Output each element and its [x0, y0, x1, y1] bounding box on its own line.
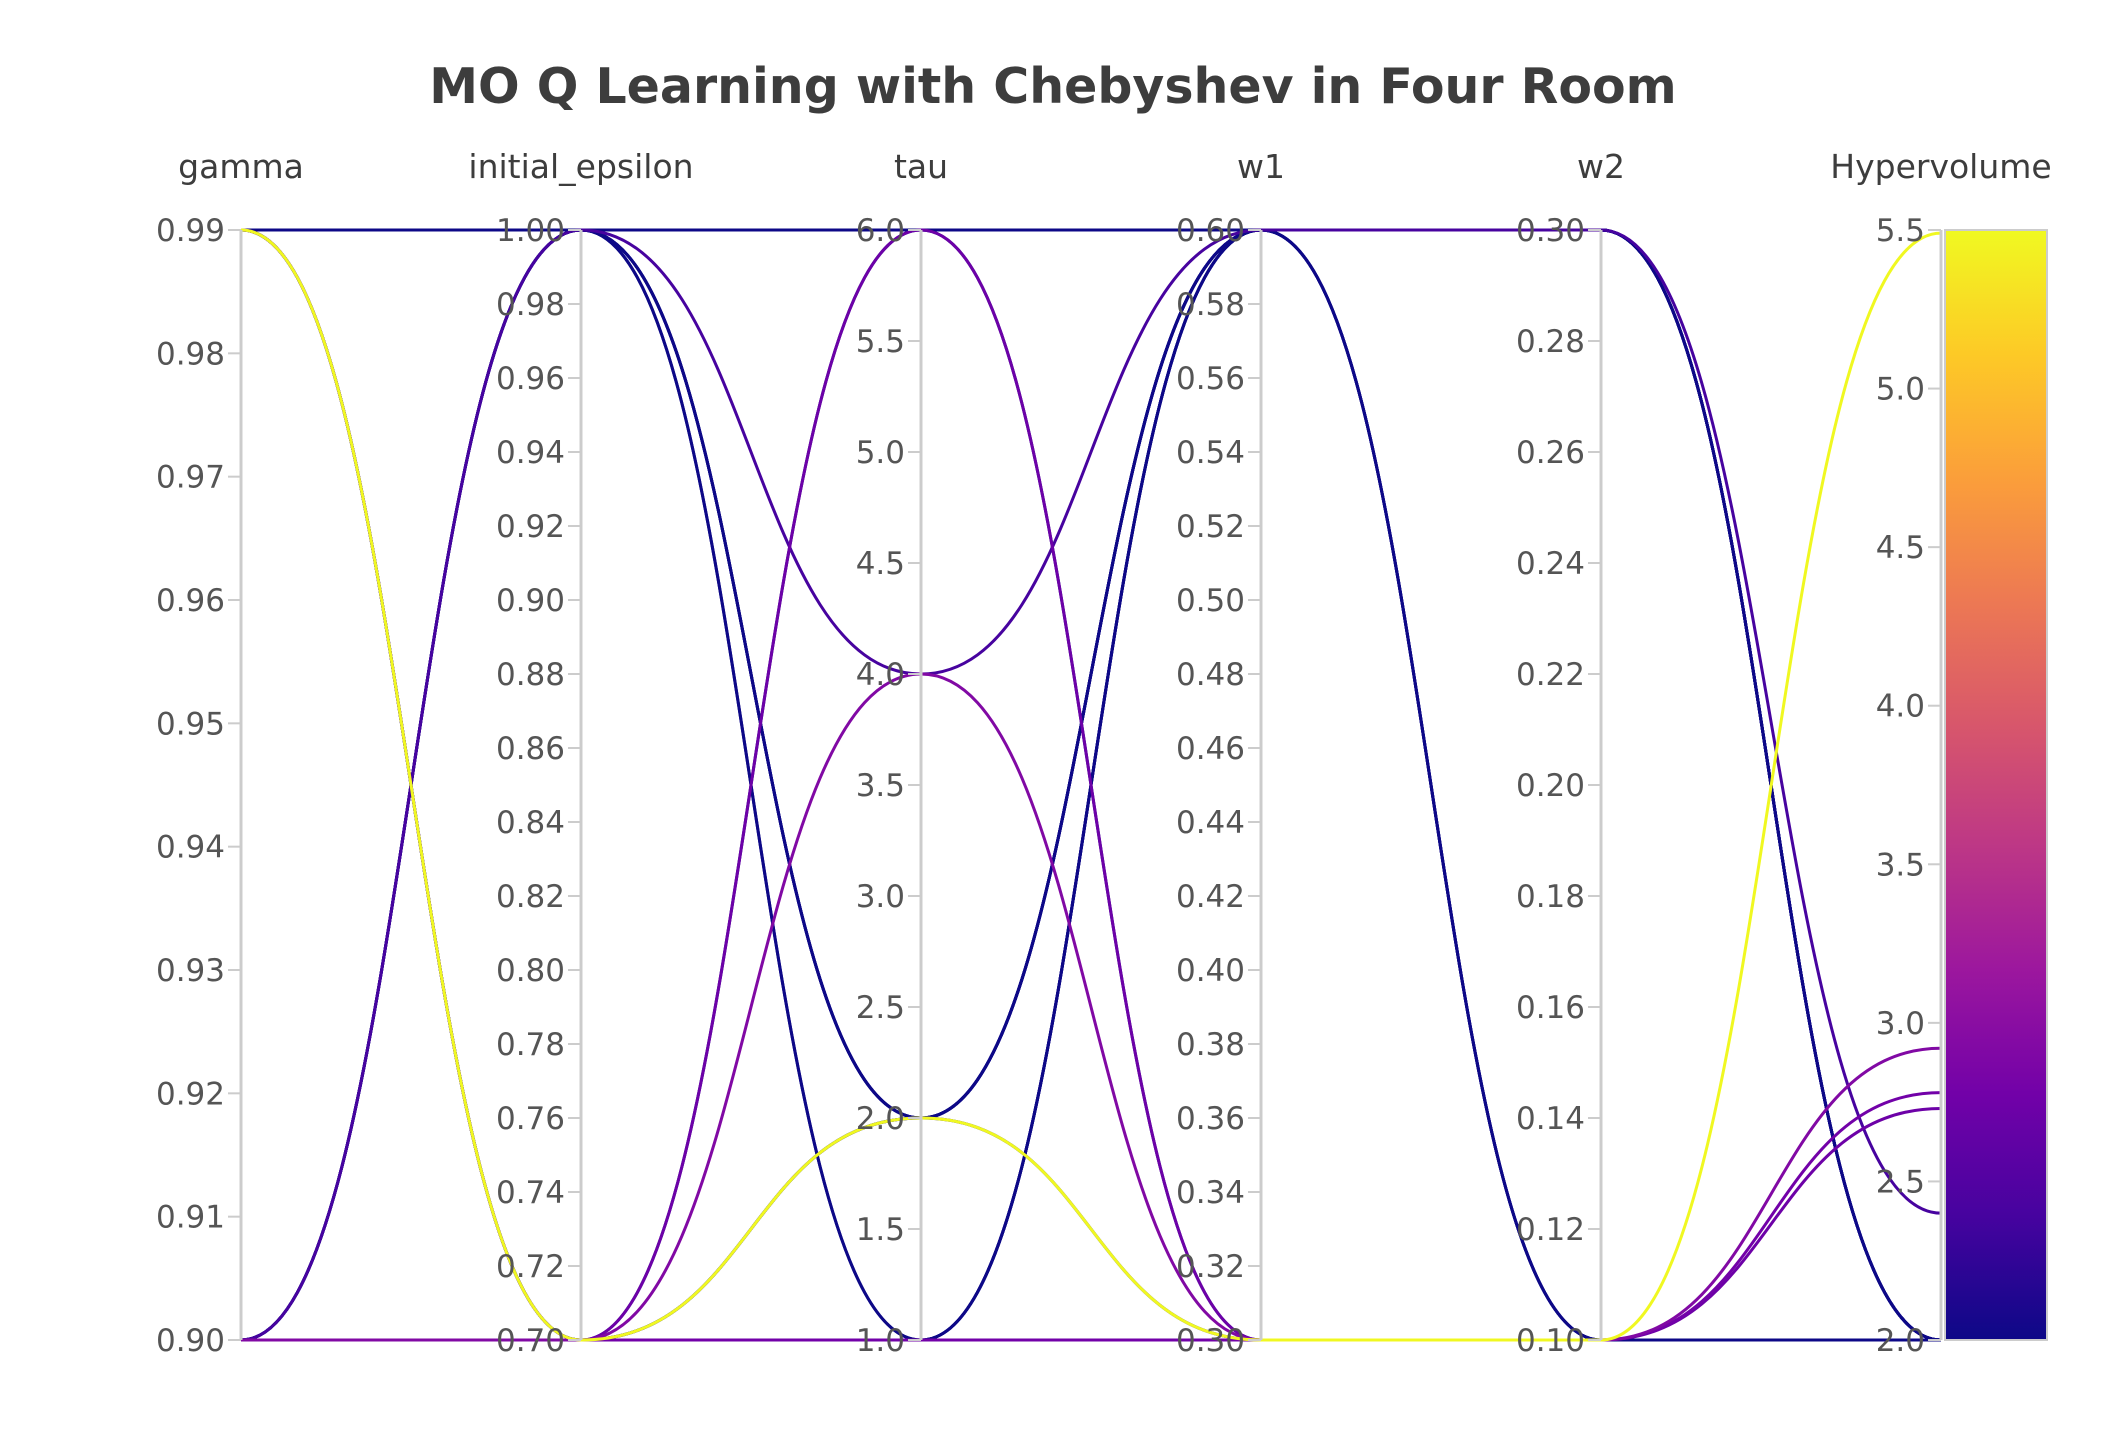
tick-label: 0.42 — [1176, 879, 1245, 915]
tick-label: 4.0 — [1876, 689, 1925, 725]
axes-layer: gamma 0.90 0.91 0.92 0.93 0.94 0.95 0.96 0.97 0.9… — [156, 147, 2052, 1359]
tick-label: 0.58 — [1176, 287, 1245, 323]
tick-label: 0.92 — [496, 509, 565, 545]
tick-label: 0.74 — [496, 1175, 565, 1211]
axis-label: Hypervolume — [1830, 147, 2051, 186]
axis-label: w2 — [1577, 147, 1625, 186]
tick-label: 0.30 — [1516, 213, 1585, 249]
tick-label: 0.98 — [496, 287, 565, 323]
tick-label: 0.12 — [1516, 1212, 1585, 1248]
tick-label: 0.50 — [1176, 583, 1245, 619]
polylines-layer — [240, 228, 1942, 1342]
tick-label: 1.5 — [856, 1212, 905, 1248]
tick-label: 0.26 — [1516, 435, 1585, 471]
tick-label: 0.94 — [156, 830, 225, 866]
chart-title: MO Q Learning with Chebyshev in Four Roo… — [429, 58, 1677, 115]
tick-label: 0.54 — [1176, 435, 1245, 471]
axis-label: gamma — [178, 147, 304, 186]
axis-initial-epsilon[interactable]: initial_epsilon 0.70 0.72 0.74 0.76 0.78 0.80 0… — [468, 147, 693, 1359]
tick-label: 0.76 — [496, 1101, 565, 1137]
tick-label: 2.0 — [1876, 1323, 1925, 1359]
tick-label: 5.0 — [856, 435, 905, 471]
tick-label: 0.94 — [496, 435, 565, 471]
tick-label: 3.0 — [1876, 1006, 1925, 1042]
tick-label: 3.5 — [856, 768, 905, 804]
tick-label: 0.78 — [496, 1027, 565, 1063]
tick-label: 3.5 — [1876, 847, 1925, 883]
axis-label: tau — [894, 147, 948, 186]
tick-label: 0.84 — [496, 805, 565, 841]
tick-label: 0.40 — [1176, 953, 1245, 989]
tick-label: 0.97 — [156, 460, 225, 496]
tick-label: 0.88 — [496, 657, 565, 693]
tick-label: 0.90 — [496, 583, 565, 619]
axis-w2[interactable]: w2 0.10 0.12 0.14 0.16 0.18 0.20 0.22 0.24 0.26 0.… — [1516, 147, 1625, 1359]
tick-label: 0.22 — [1516, 657, 1585, 693]
tick-label: 4.0 — [856, 657, 905, 693]
axis-gamma[interactable]: gamma 0.90 0.91 0.92 0.93 0.94 0.95 0.96 0.97 0.9… — [156, 147, 304, 1359]
tick-label: 0.44 — [1176, 805, 1245, 841]
tick-label: 0.20 — [1516, 768, 1585, 804]
tick-label: 5.5 — [1876, 213, 1925, 249]
tick-label: 3.0 — [856, 879, 905, 915]
tick-label: 0.48 — [1176, 657, 1245, 693]
tick-label: 0.72 — [496, 1249, 565, 1285]
tick-label: 2.5 — [1876, 1164, 1925, 1200]
tick-label: 0.96 — [496, 361, 565, 397]
tick-label: 0.46 — [1176, 731, 1245, 767]
tick-label: 1.00 — [496, 213, 565, 249]
tick-label: 0.18 — [1516, 879, 1585, 915]
tick-label: 0.91 — [156, 1200, 225, 1236]
colorbar — [1944, 229, 2048, 1341]
tick-label: 0.90 — [156, 1323, 225, 1359]
tick-label: 0.99 — [156, 213, 225, 249]
axis-label: initial_epsilon — [468, 147, 693, 186]
tick-label: 0.34 — [1176, 1175, 1245, 1211]
tick-label: 0.96 — [156, 583, 225, 619]
axis-label: w1 — [1237, 147, 1285, 186]
axis-tau[interactable]: tau 1.0 1.5 2.0 2.5 3.0 3.5 4.0 4.5 5.0 5.5 6.0 — [856, 147, 948, 1359]
tick-label: 5.5 — [856, 324, 905, 360]
tick-label: 0.14 — [1516, 1101, 1585, 1137]
tick-label: 0.82 — [496, 879, 565, 915]
axis-w1[interactable]: w1 0.30 0.32 0.34 0.36 0.38 0.40 0.42 0.44 0.46 0.… — [1176, 147, 1285, 1359]
tick-label: 0.70 — [496, 1323, 565, 1359]
tick-label: 0.95 — [156, 706, 225, 742]
tick-label: 0.32 — [1176, 1249, 1245, 1285]
tick-label: 0.30 — [1176, 1323, 1245, 1359]
tick-label: 0.10 — [1516, 1323, 1585, 1359]
tick-label: 2.0 — [856, 1101, 905, 1137]
tick-label: 0.80 — [496, 953, 565, 989]
tick-label: 0.16 — [1516, 990, 1585, 1026]
tick-label: 0.38 — [1176, 1027, 1245, 1063]
tick-label: 4.5 — [1876, 530, 1925, 566]
tick-label: 1.0 — [856, 1323, 905, 1359]
tick-label: 5.0 — [1876, 372, 1925, 408]
data-polyline — [240, 228, 1942, 1342]
tick-label: 0.92 — [156, 1076, 225, 1112]
tick-label: 0.56 — [1176, 361, 1245, 397]
tick-label: 0.98 — [156, 336, 225, 372]
tick-label: 2.5 — [856, 990, 905, 1026]
tick-label: 0.60 — [1176, 213, 1245, 249]
tick-label: 6.0 — [856, 213, 905, 249]
colorbar-layer — [1944, 229, 2048, 1341]
tick-label: 0.24 — [1516, 546, 1585, 582]
tick-label: 0.86 — [496, 731, 565, 767]
tick-label: 0.52 — [1176, 509, 1245, 545]
tick-label: 0.36 — [1176, 1101, 1245, 1137]
tick-label: 4.5 — [856, 546, 905, 582]
tick-label: 0.28 — [1516, 324, 1585, 360]
data-polyline — [241, 672, 1942, 1342]
axis-hypervolume[interactable]: Hypervolume 2.0 2.5 3.0 3.5 4.0 4.5 5.0 5.5 — [1830, 147, 2051, 1359]
data-polyline — [240, 228, 1942, 1342]
tick-label: 0.93 — [156, 953, 225, 989]
